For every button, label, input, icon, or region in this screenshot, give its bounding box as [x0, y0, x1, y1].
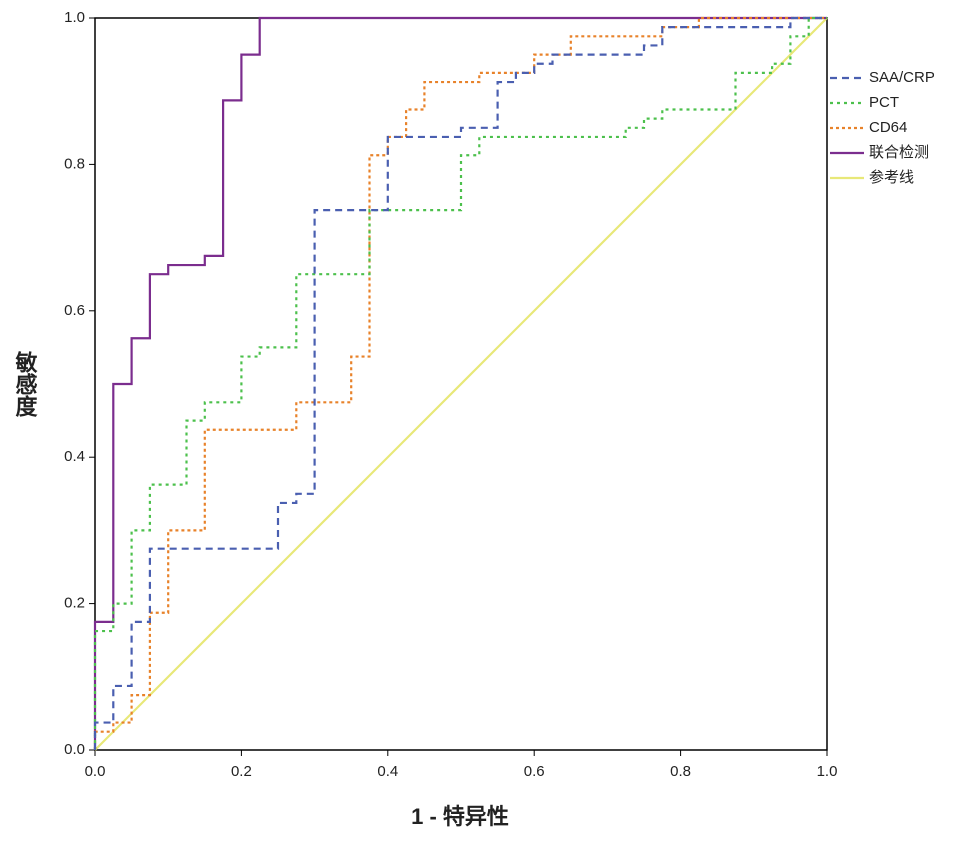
legend-label: 参考线 [869, 169, 914, 186]
y-axis-label: 敏感度 [13, 350, 39, 418]
x-axis-label: 1 - 特异性 [411, 804, 509, 829]
legend-label: CD64 [869, 119, 907, 136]
x-tick-label: 1.0 [817, 763, 838, 780]
roc-line [93, 16, 827, 750]
y-tick-label: 0.6 [64, 302, 85, 319]
x-tick-label: 0.6 [524, 763, 545, 780]
x-tick-label: 0.4 [377, 763, 398, 780]
legend-label: PCT [869, 94, 899, 111]
roc-line [94, 17, 828, 751]
x-tick-label: 0.2 [231, 763, 252, 780]
legend-label: 联合检测 [869, 144, 929, 161]
y-tick-label: 0.0 [64, 741, 85, 758]
x-tick-label: 0.8 [670, 763, 691, 780]
roc-line [93, 16, 827, 750]
x-tick-label: 0.0 [85, 763, 106, 780]
y-tick-label: 1.0 [64, 9, 85, 26]
y-tick-label: 0.2 [64, 595, 85, 612]
legend-label: SAA/CRP [869, 69, 935, 86]
roc-line [93, 16, 827, 750]
y-tick-label: 0.4 [64, 448, 85, 465]
roc-line [93, 16, 827, 750]
y-tick-label: 0.8 [64, 155, 85, 172]
